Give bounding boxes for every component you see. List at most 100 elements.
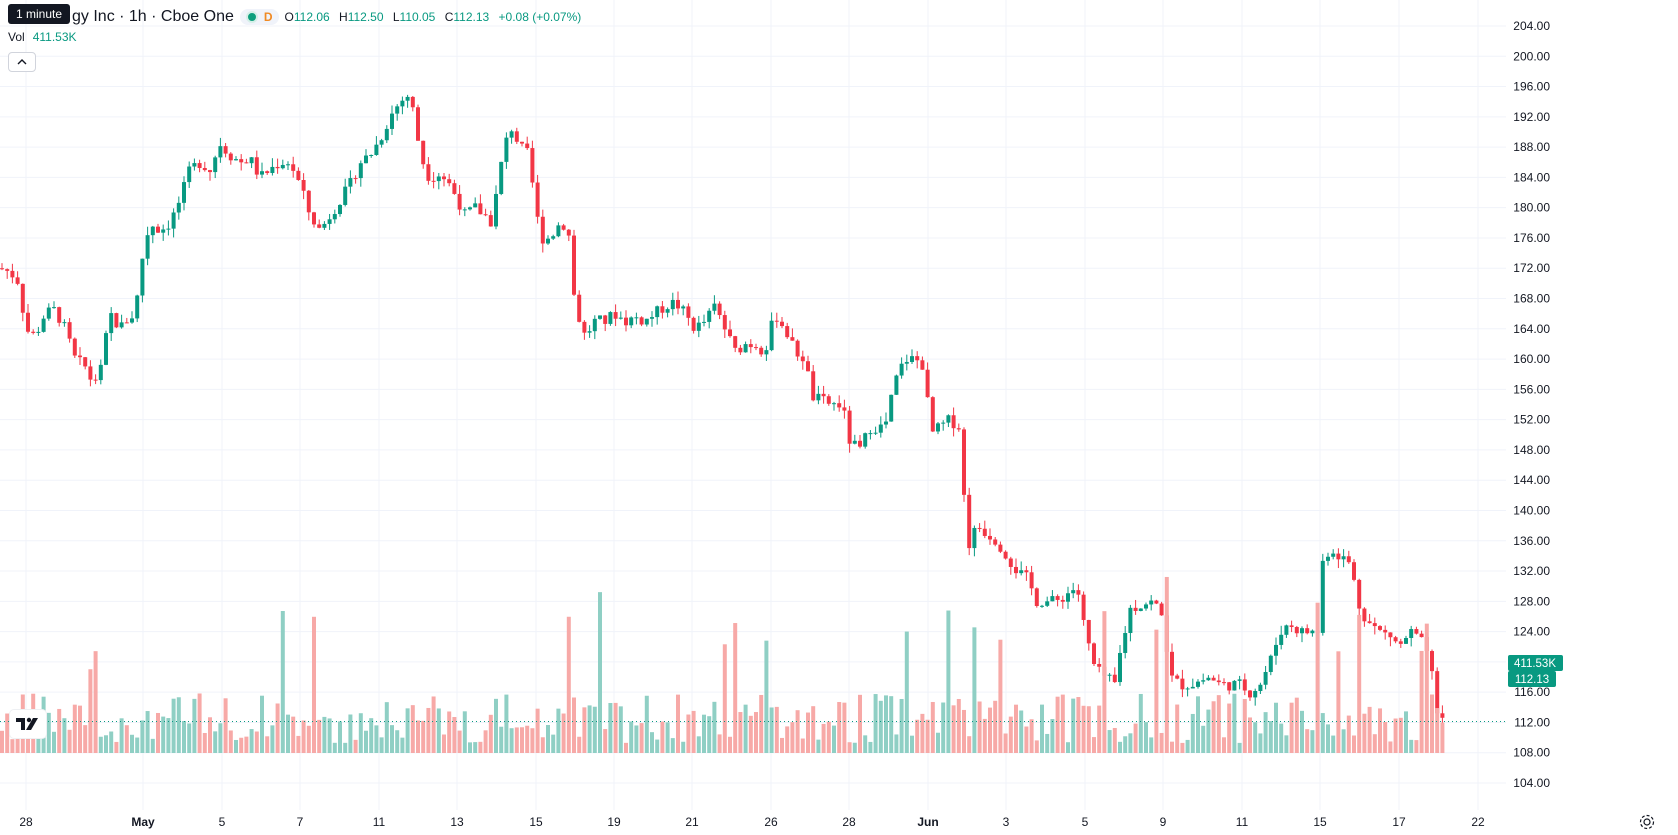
candle-body (322, 223, 327, 228)
candle-body (332, 214, 337, 220)
volume-bar (925, 719, 930, 753)
candle-body (1180, 678, 1185, 690)
candle-body (982, 528, 987, 536)
y-tick-label: 164.00 (1513, 322, 1550, 336)
volume-bar (998, 639, 1003, 753)
volume-bar (910, 735, 914, 753)
candle-body (728, 329, 732, 337)
candle-body (754, 347, 758, 349)
y-tick-label: 200.00 (1513, 49, 1550, 63)
volume-bar (1300, 710, 1304, 753)
candle-body (275, 166, 280, 169)
tradingview-logo[interactable] (10, 710, 46, 738)
volume-bar (821, 723, 826, 753)
candle-body (286, 164, 290, 166)
candle-body (1222, 682, 1226, 684)
candle-body (613, 312, 618, 319)
volume-bar (421, 720, 426, 753)
candle-body (1014, 566, 1018, 574)
candle-body (1274, 644, 1278, 656)
volume-bar (660, 721, 665, 753)
volume-bar (613, 702, 618, 753)
candle-body (384, 128, 389, 141)
candle-body (1076, 590, 1081, 595)
volume-bar (1305, 729, 1310, 753)
candle-body (863, 433, 868, 447)
volume-bar (754, 712, 758, 753)
market-status[interactable]: D (239, 9, 279, 25)
volume-bar (1008, 716, 1013, 753)
candle-body (998, 544, 1003, 552)
candle-body (343, 186, 348, 205)
candle-body (291, 164, 296, 171)
volume-bar (982, 718, 987, 753)
volume-bar (1144, 722, 1148, 753)
collapse-legend-button[interactable] (8, 52, 36, 72)
candle-body (176, 202, 181, 213)
x-tick-label: 15 (1313, 815, 1327, 829)
candle-body (208, 170, 212, 173)
volume-bar (842, 702, 847, 753)
candle-body (244, 162, 249, 164)
volume-bar (353, 739, 358, 753)
candle-body (218, 146, 223, 158)
candle-body (774, 320, 779, 322)
candle-body (353, 178, 358, 180)
candle-body (78, 355, 82, 358)
volume-bar (390, 725, 394, 753)
candle-body (639, 317, 644, 325)
volume-bar (1034, 740, 1039, 753)
settings-icon[interactable] (1638, 813, 1656, 831)
candle-body (1055, 596, 1060, 600)
candle-body (1242, 679, 1247, 691)
volume-bar (5, 713, 10, 753)
candle-body (374, 144, 379, 155)
candle-body (1107, 674, 1112, 676)
volume-bar (213, 731, 218, 753)
volume-bar (1019, 710, 1024, 753)
volume-bar (1279, 723, 1284, 753)
volume-bar (624, 742, 628, 753)
volume-bar (863, 735, 868, 753)
volume-bar (920, 713, 925, 753)
volume-bar (894, 734, 899, 753)
candle-body (1232, 680, 1237, 691)
volume-bar (722, 644, 727, 753)
symbol-title[interactable]: gy Inc · 1h · Cboe One (72, 8, 234, 25)
volume-bar (748, 715, 753, 753)
volume-bar (395, 730, 400, 753)
candle-body (312, 212, 316, 225)
volume-bar (1003, 733, 1008, 753)
volume-bar (696, 736, 701, 753)
candle-body (280, 164, 285, 169)
candle-body (598, 315, 602, 319)
candle-body (624, 317, 628, 326)
volume-bar (629, 721, 634, 753)
candle-body (426, 164, 431, 181)
candle-body (239, 159, 244, 163)
volume-bar (223, 698, 228, 753)
volume-bar (1440, 722, 1445, 753)
volume-bar (712, 701, 717, 753)
candle-body (670, 299, 675, 310)
candle-body (1227, 682, 1232, 691)
candle-body (925, 369, 930, 398)
candle-body (20, 283, 25, 313)
volume-bar (639, 723, 644, 753)
volume-bar (977, 701, 982, 753)
candle-body (764, 350, 769, 355)
candle-body (530, 148, 535, 183)
volume-bar (1289, 702, 1294, 753)
volume-bar (312, 616, 316, 753)
volume-bar (847, 742, 852, 753)
volume-bar (655, 739, 660, 753)
volume-bar (239, 737, 244, 753)
candle-body (1305, 628, 1310, 634)
volume-bar (962, 709, 966, 753)
volume-bar (332, 742, 337, 753)
candle-body (889, 394, 894, 422)
volume-bar (10, 739, 15, 753)
market-open-icon (245, 11, 258, 23)
candle-body (904, 361, 909, 364)
